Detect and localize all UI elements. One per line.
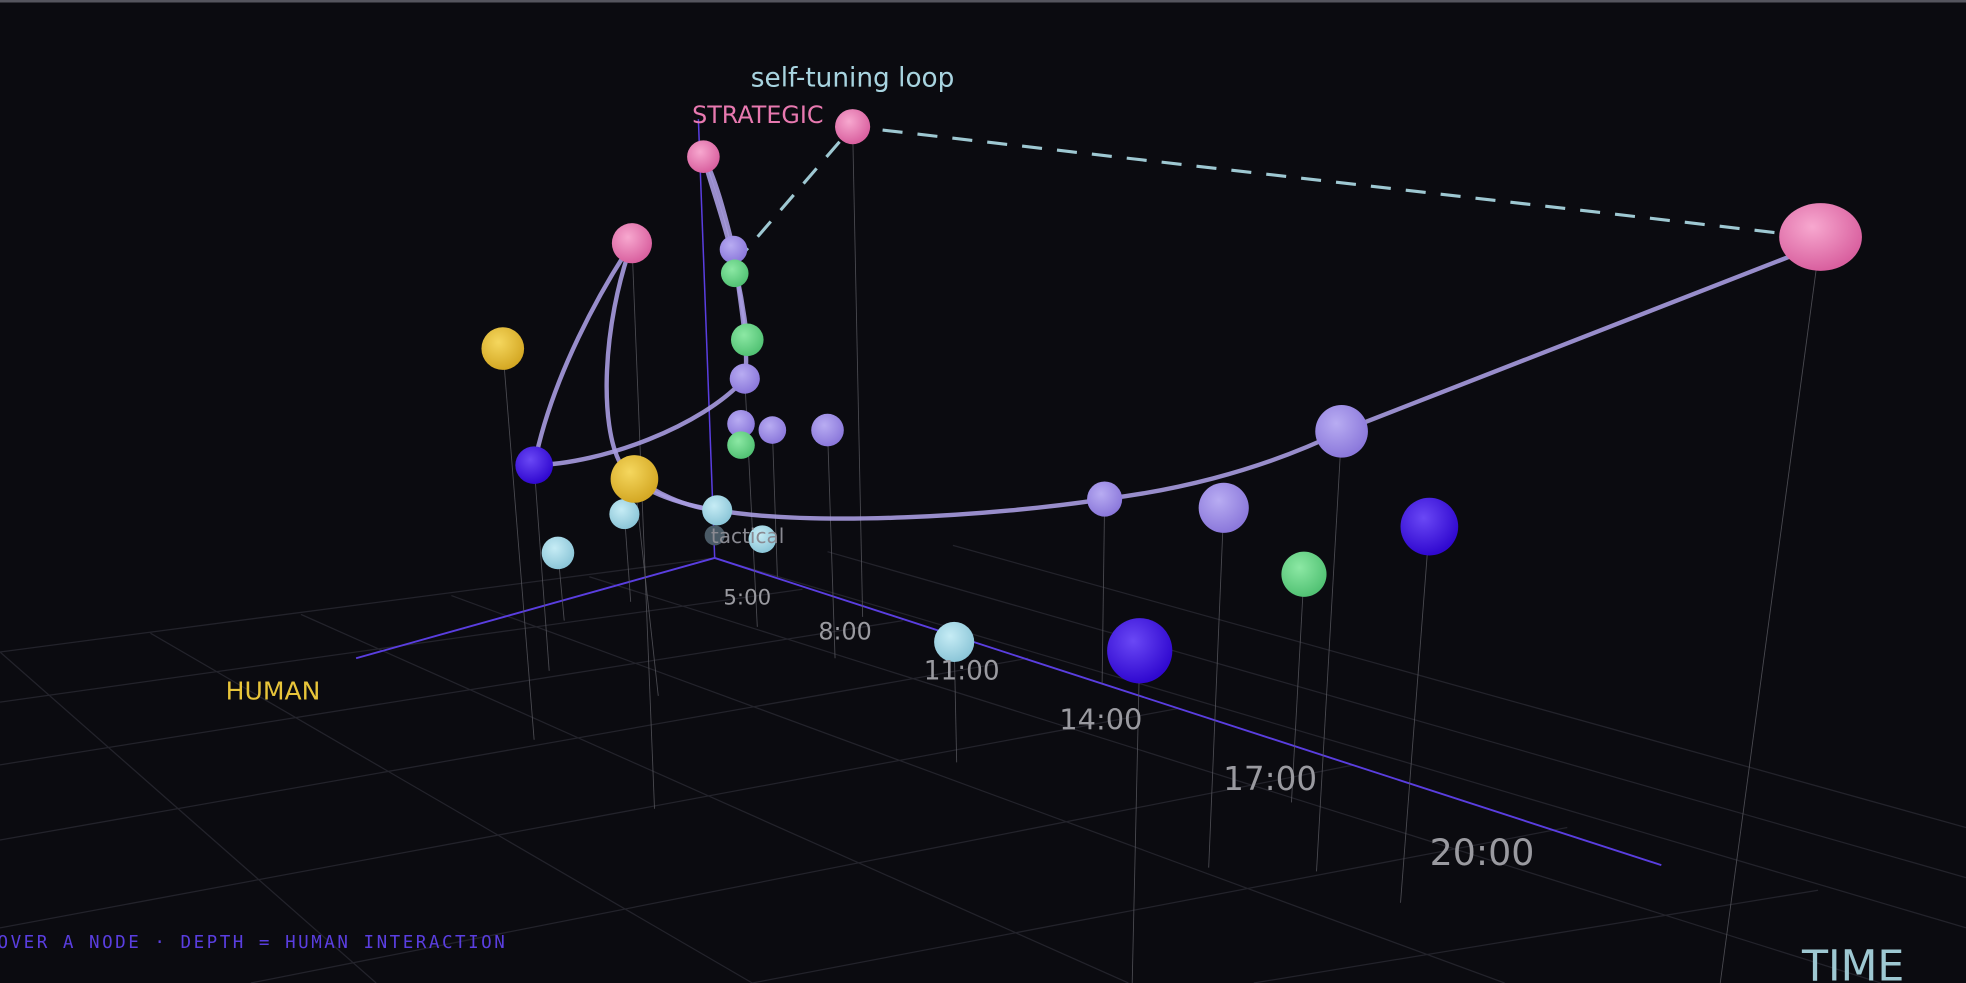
time-tick-label: 17:00 — [1223, 760, 1317, 798]
axes — [355, 119, 1662, 867]
node[interactable] — [515, 446, 553, 484]
footer-hint: OVER A NODE · DEPTH = HUMAN INTERACTION — [0, 933, 507, 953]
time-ticks: 5:00 8:00 11:00 14:00 17:00 20:00 — [723, 585, 1534, 874]
node[interactable] — [1281, 551, 1327, 597]
strategic-label: STRATEGIC — [692, 101, 823, 129]
node[interactable] — [727, 431, 755, 459]
nodes[interactable] — [481, 109, 1862, 684]
node[interactable] — [1107, 618, 1173, 684]
node[interactable] — [702, 495, 733, 526]
node[interactable] — [611, 223, 652, 264]
node[interactable] — [541, 536, 575, 570]
node[interactable] — [1779, 203, 1862, 271]
node[interactable] — [835, 109, 871, 145]
node[interactable] — [720, 259, 749, 288]
node[interactable] — [934, 621, 975, 663]
node[interactable] — [1087, 481, 1123, 517]
node[interactable] — [1198, 482, 1249, 533]
loop-label: self-tuning loop — [751, 64, 955, 94]
time-tick-label: 8:00 — [818, 617, 871, 645]
node[interactable] — [687, 140, 720, 174]
node[interactable] — [719, 235, 748, 264]
node[interactable] — [1400, 497, 1459, 556]
tactical-label: tactical — [711, 524, 784, 548]
time-tick-label: 20:00 — [1430, 831, 1535, 874]
time-tick-label: 5:00 — [723, 585, 771, 610]
node[interactable] — [610, 455, 659, 503]
time-axis-label: TIME — [1801, 941, 1904, 983]
node[interactable] — [811, 413, 844, 447]
node[interactable] — [729, 363, 760, 394]
node[interactable] — [727, 410, 755, 438]
time-tick-label: 14:00 — [1059, 703, 1142, 737]
node[interactable] — [748, 525, 777, 553]
node[interactable] — [481, 327, 525, 370]
human-axis-label: HUMAN — [226, 677, 321, 706]
node[interactable] — [758, 416, 787, 444]
node[interactable] — [704, 525, 725, 546]
node[interactable] — [1315, 404, 1368, 458]
time-tick-label: 11:00 — [924, 657, 1000, 687]
node[interactable] — [609, 499, 640, 530]
node[interactable] — [730, 323, 764, 357]
